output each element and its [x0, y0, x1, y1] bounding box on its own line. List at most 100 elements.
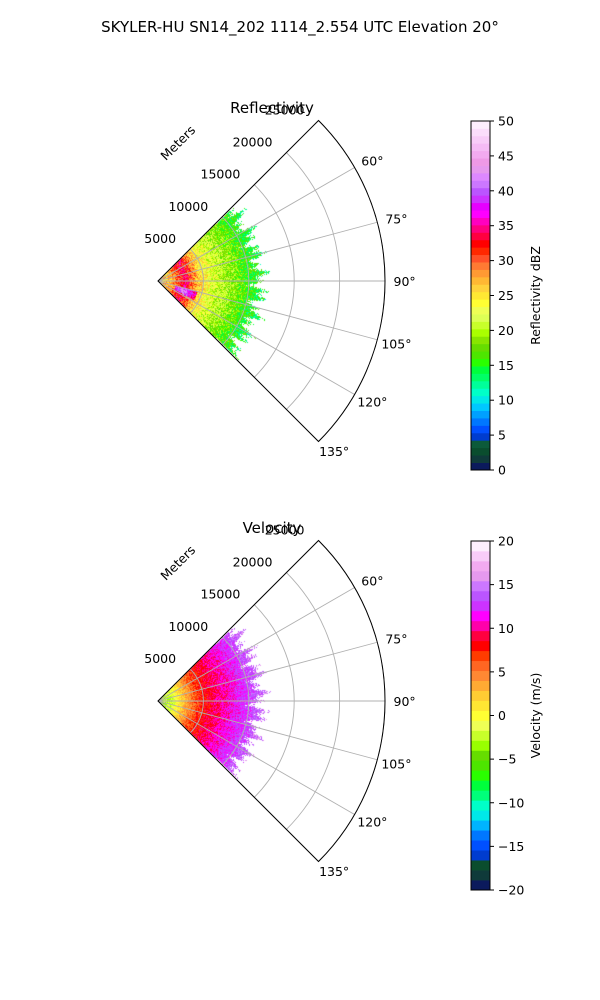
colorbar-swatch: [471, 410, 490, 419]
range-tick-label: 20000: [233, 135, 273, 150]
colorbar-tick-label: 10: [498, 393, 514, 408]
reflectivity-panel: Reflectivity 5000 10000 15000 20000 25000 Mete…: [144, 99, 543, 478]
colorbar-swatch: [471, 388, 490, 397]
colorbar-swatch: [471, 321, 490, 330]
colorbar-swatch: [471, 760, 490, 771]
colorbar-swatch: [471, 403, 490, 411]
colorbar-tick-label: 10: [498, 621, 514, 636]
colorbar-swatch: [471, 590, 490, 602]
colorbar-swatch: [471, 880, 490, 891]
colorbar-swatch: [471, 180, 490, 189]
colorbar-swatch: [471, 262, 490, 270]
colorbar-tick-label: 5: [498, 428, 506, 443]
azimuth-tick-label: 75°: [385, 212, 407, 227]
range-tick-label: 15000: [201, 167, 241, 182]
colorbar-swatch: [471, 541, 490, 552]
colorbar-swatch: [471, 128, 490, 137]
colorbar-swatch: [471, 820, 490, 831]
colorbar-swatch: [471, 610, 490, 622]
azimuth-gridline: [157, 700, 355, 815]
azimuth-tick-label: 60°: [361, 154, 383, 169]
colorbar-swatch: [471, 380, 490, 389]
plot-frame: [157, 539, 386, 863]
colorbar-swatch: [471, 690, 490, 701]
colorbar-swatch: [471, 720, 490, 731]
colorbar-swatch: [471, 328, 490, 337]
colorbar-swatch: [471, 143, 490, 152]
colorbar-tick-label: 5: [498, 664, 506, 679]
colorbar-swatch: [471, 239, 490, 248]
colorbar-swatch: [471, 740, 490, 751]
colorbar-swatch: [471, 560, 490, 572]
colorbar-swatch: [471, 343, 490, 352]
colorbar-tick-label: 40: [498, 183, 514, 198]
colorbar-swatch: [471, 432, 490, 441]
range-tick-label: 10000: [168, 199, 208, 214]
azimuth-tick-label: 90°: [394, 694, 416, 709]
colorbar-tick-label: 30: [498, 253, 514, 268]
azimuth-gridline: [157, 167, 355, 282]
colorbar-swatch: [471, 680, 490, 691]
azimuth-tick-label: 105°: [381, 756, 411, 771]
colorbar-tick-label: −20: [498, 883, 524, 898]
colorbar-swatch: [471, 730, 490, 741]
colorbar-swatch: [471, 254, 490, 263]
colorbar-swatch: [471, 580, 490, 592]
range-tick-label: 10000: [168, 619, 208, 634]
colorbar-swatch: [471, 165, 490, 174]
colorbar-tick-label: 20: [498, 534, 514, 549]
colorbar-swatch: [471, 284, 490, 293]
colorbar-swatch: [471, 210, 490, 218]
colorbar-swatch: [471, 462, 490, 471]
colorbar-tick-label: 15: [498, 358, 514, 373]
colorbar-swatch: [471, 336, 490, 345]
range-axis-label: Meters: [157, 122, 198, 163]
azimuth-gridline: [157, 641, 378, 702]
colorbar-tick-label: 25: [498, 288, 514, 303]
range-tick-label: 25000: [265, 522, 305, 537]
colorbar-swatch: [471, 121, 490, 129]
azimuth-gridline: [157, 280, 355, 395]
azimuth-gridline: [157, 587, 355, 702]
colorbar-swatch: [471, 358, 490, 367]
azimuth-tick-label: 120°: [357, 814, 387, 829]
range-tick-label: 20000: [233, 555, 273, 570]
colorbar-swatch: [471, 395, 490, 404]
colorbar-swatch: [471, 840, 490, 851]
colorbar-tick-label: 20: [498, 323, 514, 338]
colorbar-swatch: [471, 217, 490, 226]
panel-title: Velocity: [243, 519, 302, 537]
colorbar-tick-label: 0: [498, 708, 506, 723]
colorbar-swatch: [471, 800, 490, 811]
colorbar-swatch: [471, 455, 490, 463]
panel-title: Reflectivity: [230, 99, 314, 117]
colorbar-swatch: [471, 810, 490, 821]
colorbar-swatch: [471, 299, 490, 308]
azimuth-tick-label: 135°: [319, 444, 349, 459]
colorbar-swatch: [471, 366, 490, 374]
colorbar-swatch: [471, 860, 490, 871]
colorbar-label: Velocity (m/s): [528, 673, 543, 759]
range-tick-label: 5000: [144, 651, 176, 666]
range-tick-label: 25000: [265, 102, 305, 117]
colorbar-swatch: [471, 373, 490, 382]
colorbar-swatch: [471, 550, 490, 562]
velocity-panel: Velocity 5000 10000 15000 20000 25000 Meters 60…: [144, 519, 543, 898]
colorbar-swatch: [471, 660, 490, 672]
colorbar-swatch: [471, 620, 490, 632]
colorbar-swatch: [471, 670, 490, 681]
azimuth-tick-label: 75°: [385, 632, 407, 647]
colorbar-swatch: [471, 418, 490, 426]
colorbar-swatch: [471, 291, 490, 300]
colorbar-swatch: [471, 306, 490, 315]
colorbar-swatch: [471, 195, 490, 204]
colorbar-swatch: [471, 780, 490, 791]
colorbar-tick-label: 15: [498, 577, 514, 592]
colorbar-swatch: [471, 187, 490, 196]
range-tick-label: 15000: [201, 587, 241, 602]
colorbar-tick-label: 0: [498, 463, 506, 478]
azimuth-gridline: [157, 280, 378, 341]
colorbar-swatch: [471, 850, 490, 861]
colorbar-swatch: [471, 630, 490, 642]
colorbar-swatch: [471, 830, 490, 841]
